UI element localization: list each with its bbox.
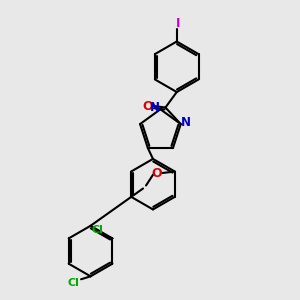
Text: O: O — [142, 100, 153, 112]
Text: I: I — [176, 17, 180, 30]
Text: N: N — [181, 116, 191, 129]
Text: O: O — [152, 167, 162, 179]
Text: Cl: Cl — [92, 225, 104, 235]
Text: N: N — [150, 101, 160, 114]
Text: Cl: Cl — [68, 278, 79, 288]
